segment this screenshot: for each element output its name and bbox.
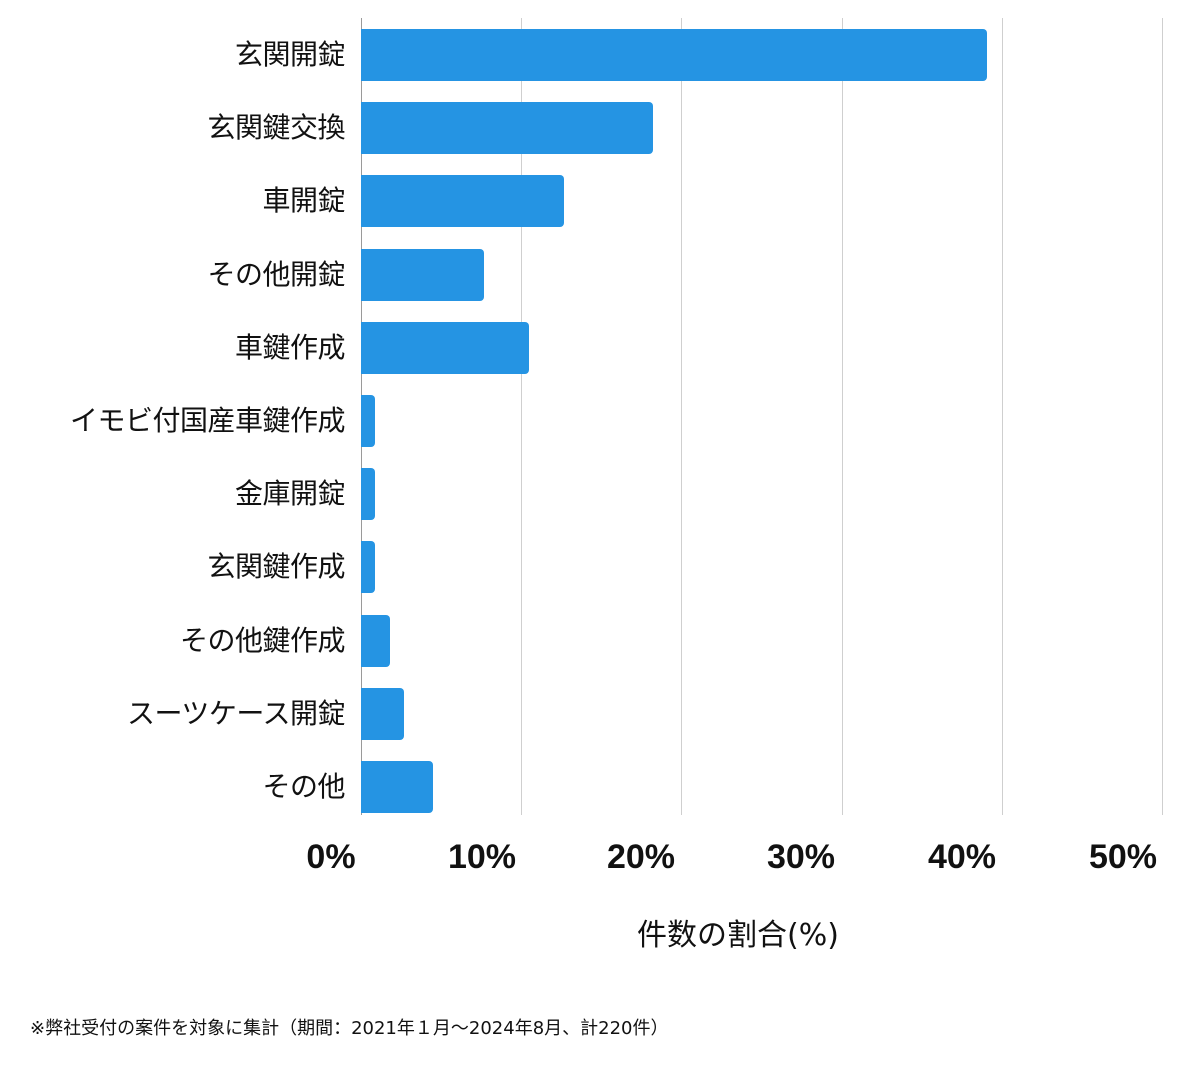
grid-line-30 (842, 18, 843, 815)
bar (361, 395, 376, 447)
bar (361, 541, 376, 594)
bar (361, 687, 405, 740)
x-tick-50: 50% (1088, 838, 1158, 876)
category-label: 玄関鍵交換 (207, 111, 345, 145)
bar (361, 321, 530, 374)
grid-line-10 (521, 18, 522, 815)
grid-line-50 (1162, 18, 1163, 815)
bar (361, 175, 565, 228)
category-label: その他 (262, 770, 345, 803)
grid-line-40 (1002, 18, 1003, 815)
category-label: その他鍵作成 (179, 623, 346, 657)
bar (361, 102, 653, 155)
plot-area (361, 18, 1163, 815)
category-label: 車鍵作成 (234, 330, 346, 364)
category-label: 玄関鍵作成 (207, 550, 345, 584)
bar (361, 761, 434, 813)
bar (361, 468, 376, 521)
category-label: 金庫開錠 (234, 477, 346, 511)
bar (361, 248, 485, 301)
bar (361, 29, 988, 81)
x-tick-20: 20% (606, 838, 676, 876)
category-label: 玄関開錠 (234, 38, 346, 71)
bar (361, 614, 390, 667)
x-tick-10: 10% (447, 838, 517, 876)
category-label: イモビ付国産車鍵作成 (69, 404, 346, 437)
grid-line-20 (681, 18, 682, 815)
x-tick-40: 40% (927, 838, 997, 876)
x-tick-0: 0% (306, 838, 356, 876)
x-axis-label: 件数の割合(%) (637, 918, 839, 953)
x-tick-30: 30% (766, 838, 836, 876)
category-label: その他開錠 (207, 257, 345, 291)
category-label: スーツケース開錠 (126, 696, 346, 730)
category-label: 車開錠 (262, 184, 345, 218)
footnote: ※弊社受付の案件を対象に集計（期間：2021年１月〜2024年8月、計220件） (30, 1018, 669, 1039)
